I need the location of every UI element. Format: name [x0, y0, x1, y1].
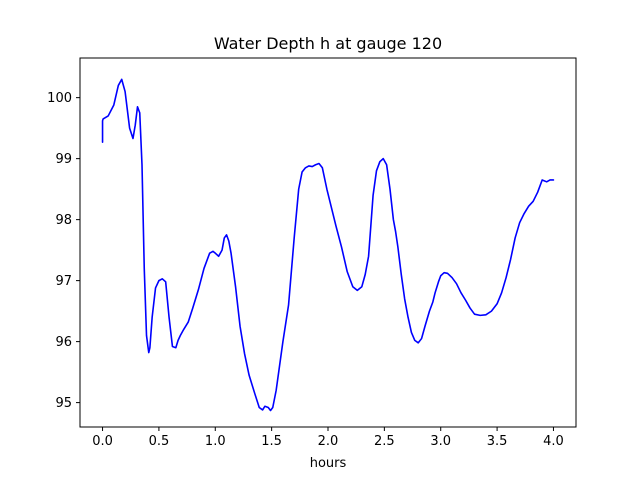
y-tick-label: 100: [47, 91, 72, 106]
y-tick-label: 99: [55, 152, 72, 167]
x-tick-label: 4.0: [543, 434, 564, 449]
y-tick-label: 98: [55, 213, 72, 228]
plot-area: 0.0 0.5 1.0 1.5 2.0 2.5 3.0 3.5 4.0 95 96 97 98 99 10…: [47, 57, 577, 449]
chart-title: Water Depth h at gauge 120: [214, 34, 442, 53]
x-tick-label: 0.5: [149, 434, 170, 449]
x-tick-label: 2.0: [318, 434, 339, 449]
x-tick-label: 2.5: [374, 434, 395, 449]
x-tick-label: 1.5: [261, 434, 282, 449]
x-axis-label: hours: [310, 456, 347, 471]
y-tick-label: 97: [55, 274, 72, 289]
x-axis: 0.0 0.5 1.0 1.5 2.0 2.5 3.0 3.5 4.0: [92, 427, 564, 449]
x-tick-label: 3.5: [487, 434, 508, 449]
x-tick-label: 0.0: [92, 434, 113, 449]
series-layer: [101, 78, 555, 412]
x-tick-label: 3.0: [430, 434, 451, 449]
y-tick-label: 96: [55, 335, 72, 350]
series-line-0: [101, 78, 555, 412]
x-tick-label: 1.0: [205, 434, 226, 449]
y-axis: 95 96 97 98 99 100: [47, 91, 80, 411]
y-tick-label: 95: [55, 396, 72, 411]
